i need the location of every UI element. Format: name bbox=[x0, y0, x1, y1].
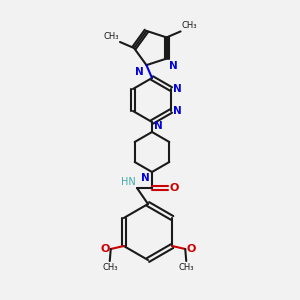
Text: CH₃: CH₃ bbox=[103, 32, 119, 41]
Text: O: O bbox=[186, 244, 196, 254]
Text: N: N bbox=[169, 61, 177, 70]
Text: N: N bbox=[141, 173, 150, 183]
Text: CH₃: CH₃ bbox=[102, 263, 118, 272]
Text: O: O bbox=[100, 244, 110, 254]
Text: N: N bbox=[135, 67, 143, 77]
Text: CH₃: CH₃ bbox=[182, 21, 197, 30]
Text: N: N bbox=[173, 84, 182, 94]
Text: N: N bbox=[173, 106, 182, 116]
Text: O: O bbox=[170, 183, 179, 193]
Text: CH₃: CH₃ bbox=[178, 263, 194, 272]
Text: N: N bbox=[154, 121, 163, 131]
Text: HN: HN bbox=[121, 177, 136, 187]
